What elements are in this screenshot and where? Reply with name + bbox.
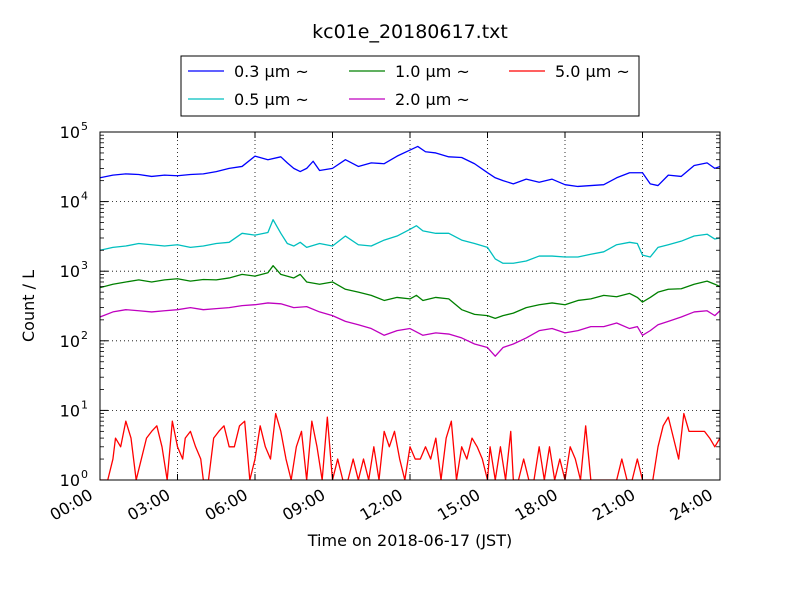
y-tick-label-base: 10 — [60, 332, 80, 351]
y-tick-label-base: 10 — [60, 401, 80, 420]
legend-frame — [180, 55, 640, 117]
series-line-4 — [100, 412, 720, 480]
y-tick-label: 10 3 — [60, 259, 88, 281]
legend-label-2: 1.0 μm ~ — [395, 62, 470, 81]
legend: 0.3 μm ~ 0.5 μm ~ 1.0 μm ~ 2.0 μm ~ 5.0 μm ~ — [180, 55, 640, 117]
y-tick-label-exponent: 4 — [81, 190, 88, 203]
x-tick-labels: 00:00 03:00 06:00 09:00 12:00 15:00 18:00 21:00… — [47, 485, 716, 525]
legend-label-0: 0.3 μm ~ — [234, 62, 309, 81]
x-tick-label: 00:00 — [47, 485, 96, 525]
y-tick-label: 10 5 — [60, 120, 88, 142]
y-tick-label: 10 2 — [60, 329, 88, 351]
x-tick-label: 09:00 — [279, 485, 328, 525]
y-tick-label-exponent: 1 — [81, 398, 88, 411]
legend-label-4: 5.0 μm ~ — [555, 62, 630, 81]
y-tick-label-exponent: 2 — [81, 329, 88, 342]
series-line-2 — [100, 265, 720, 320]
y-axis-label: Count / L — [19, 270, 38, 342]
grid-lines — [100, 132, 720, 480]
y-tick-label: 10 0 — [60, 468, 88, 490]
chart-title: kc01e_20180617.txt — [312, 21, 508, 43]
x-axis-label: Time on 2018-06-17 (JST) — [307, 531, 512, 550]
series-line-0 — [100, 145, 720, 188]
series-line-3 — [100, 302, 720, 357]
ticks — [99, 131, 721, 481]
y-tick-label-exponent: 0 — [81, 468, 88, 481]
x-tick-label: 24:00 — [667, 485, 716, 525]
x-tick-label: 15:00 — [434, 485, 483, 525]
y-tick-label-base: 10 — [60, 471, 80, 490]
y-tick-label: 10 1 — [60, 398, 88, 420]
series-line-1 — [100, 219, 720, 264]
y-tick-label-base: 10 — [60, 123, 80, 142]
legend-label-3: 2.0 μm ~ — [395, 90, 470, 109]
series-layer — [100, 145, 720, 480]
y-tick-label-base: 10 — [60, 193, 80, 212]
y-tick-label-exponent: 3 — [81, 259, 88, 272]
x-tick-label: 03:00 — [124, 485, 173, 525]
legend-label-1: 0.5 μm ~ — [234, 90, 309, 109]
x-tick-label: 21:00 — [589, 485, 638, 525]
y-tick-label-exponent: 5 — [81, 120, 88, 133]
y-tick-label-base: 10 — [60, 262, 80, 281]
y-tick-label: 10 4 — [60, 190, 88, 212]
x-tick-label: 12:00 — [357, 485, 406, 525]
x-tick-label: 06:00 — [202, 485, 251, 525]
x-tick-label: 18:00 — [512, 485, 561, 525]
